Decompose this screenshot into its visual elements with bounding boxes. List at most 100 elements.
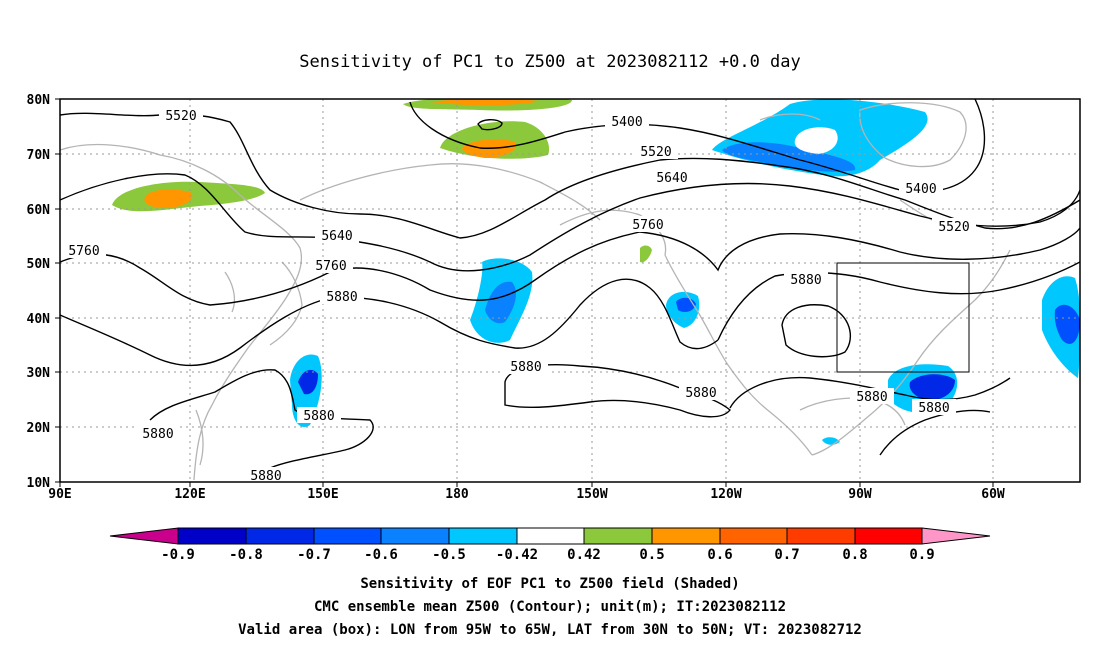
lat-label: 20N (27, 421, 51, 436)
colorbar: -0.9 -0.8 -0.7 -0.6 -0.5 -0.42 0.42 0.5 … (109, 527, 991, 563)
colorbar-label: -0.8 (229, 547, 263, 563)
lat-label: 40N (27, 312, 51, 327)
coast-korea-japan (224, 261, 303, 346)
contour-5520-west (60, 112, 1080, 239)
coast-philippines (195, 409, 204, 466)
colorbar-low-triangle (109, 527, 179, 545)
contour-label: 5880 (510, 360, 541, 375)
lat-label: 10N (27, 476, 51, 491)
caption-line: Valid area (box): LON from 95W to 65W, L… (238, 622, 862, 638)
lat-label: 30N (27, 366, 51, 381)
colorbar-label: -0.7 (297, 547, 331, 563)
shade-negative-atlantic-east-core (1054, 304, 1080, 344)
shade-negative-wpacific-core (298, 369, 318, 395)
latitude-labels: 80N 70N 60N 50N 40N 30N 20N 10N (27, 93, 51, 491)
colorbar-label: -0.42 (496, 547, 538, 563)
colorbar-segment (245, 527, 315, 545)
contour-5400 (409, 99, 986, 193)
colorbar-segment (313, 527, 382, 545)
contour-5880-east (717, 261, 1080, 341)
contour-label: 5880 (856, 390, 887, 405)
grid-lines (60, 99, 1080, 482)
contour-label: 5880 (326, 290, 357, 305)
colorbar-segment (380, 527, 450, 545)
colorbar-label: -0.5 (432, 547, 466, 563)
contour-label: 5880 (918, 401, 949, 416)
contour-5400-loop (477, 119, 503, 131)
map-title: Sensitivity of PC1 to Z500 at 2023082112… (299, 52, 801, 72)
contour-5640-west (60, 173, 1080, 272)
map-panel: 5520 5400 5520 5640 5760 5640 5760 5880 … (60, 99, 1080, 484)
colorbar-label: 0.42 (567, 547, 601, 563)
colorbar-label: 0.9 (909, 547, 934, 563)
coast-alaska (559, 209, 667, 256)
coast-siberia-alaska (299, 163, 601, 221)
contour-label: 5520 (165, 109, 196, 124)
colorbar-segment (786, 527, 856, 545)
z500-contours (60, 99, 1080, 469)
coast-north-america-east (811, 249, 1011, 456)
lon-label: 120E (174, 487, 205, 502)
longitude-labels: 90E 120E 150E 180 150W 120W 90W 60W (48, 487, 1005, 502)
tick-marks (55, 98, 994, 487)
contour-5880-west (60, 278, 719, 367)
contour-label: 5880 (685, 386, 716, 401)
contour-label: 5640 (656, 171, 687, 186)
shade-negative-atlantic-west-core (909, 374, 955, 401)
colorbar-label: -0.9 (161, 547, 195, 563)
contour-label: 5760 (632, 218, 663, 233)
coast-greenland (859, 102, 967, 168)
colorbar-label: -0.6 (364, 547, 398, 563)
lon-label: 90W (848, 487, 872, 502)
contour-label: 5880 (303, 409, 334, 424)
contour-label: 5760 (68, 244, 99, 259)
shade-negative-dateline-core (485, 281, 516, 324)
contour-label: 5520 (640, 145, 671, 160)
caption-line: Sensitivity of EOF PC1 to Z500 field (Sh… (360, 576, 739, 592)
contour-5880-central-pacific (504, 364, 731, 418)
caption-line: CMC ensemble mean Z500 (Contour); unit(m… (314, 599, 786, 615)
lon-label: 90E (48, 487, 71, 502)
coast-north-america-west (664, 254, 813, 456)
contour-label: 5520 (938, 220, 969, 235)
contour-5760 (60, 227, 1080, 306)
lon-label: 60W (981, 487, 1005, 502)
colorbar-label: 0.6 (707, 547, 732, 563)
lon-label: 120W (710, 487, 741, 502)
coast-asia (60, 143, 302, 481)
contour-label: 5400 (905, 182, 936, 197)
colorbar-label: 0.7 (774, 547, 799, 563)
colorbar-label: 0.5 (639, 547, 664, 563)
colorbar-segment (719, 527, 788, 545)
lon-label: 150E (307, 487, 338, 502)
shade-negative-canada-hole (794, 127, 838, 154)
lat-label: 80N (27, 93, 51, 108)
colorbar-segment (651, 527, 721, 545)
contour-5880-wpacific (149, 369, 374, 469)
contour-label: 5400 (611, 115, 642, 130)
map-frame (59, 98, 1081, 483)
contour-label: 5760 (315, 259, 346, 274)
colorbar-high-triangle (921, 527, 991, 545)
contour-label: 5880 (790, 273, 821, 288)
shade-positive-pacific-small (640, 245, 652, 263)
contour-5880-high (781, 304, 852, 358)
contour-label: 5880 (250, 469, 281, 484)
colorbar-label: 0.8 (842, 547, 867, 563)
lat-label: 70N (27, 148, 51, 163)
contour-labels: 5520 5400 5520 5640 5760 5640 5760 5880 … (62, 107, 976, 484)
contour-label: 5880 (142, 427, 173, 442)
captions: Sensitivity of EOF PC1 to Z500 field (Sh… (238, 576, 862, 638)
valid-area-box (836, 262, 970, 373)
map-background (60, 99, 1080, 482)
lon-label: 180 (445, 487, 469, 502)
lon-label: 150W (576, 487, 607, 502)
contour-5880-southeast (879, 409, 991, 456)
contour-5880-caribbean (729, 376, 1011, 409)
contour-label: 5640 (321, 229, 352, 244)
lat-label: 50N (27, 257, 51, 272)
shade-positive-eastasia-core (144, 189, 193, 208)
colorbar-segment (583, 527, 653, 545)
colorbar-segment (177, 527, 247, 545)
